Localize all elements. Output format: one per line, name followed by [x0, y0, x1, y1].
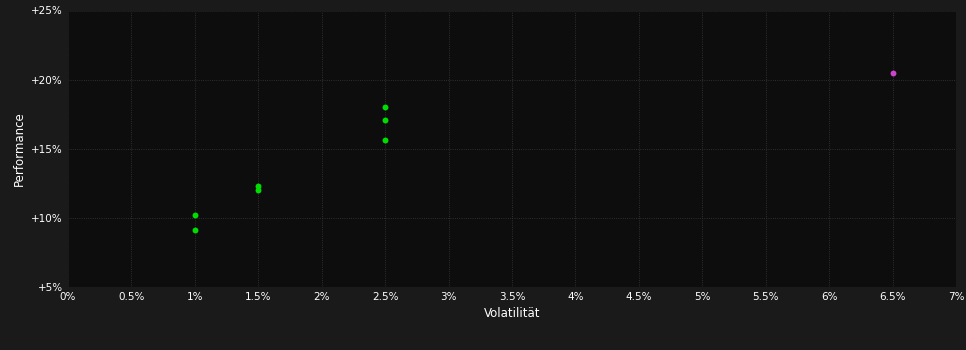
Point [378, 138, 393, 143]
Point [186, 212, 202, 218]
Point [250, 188, 266, 193]
Point [885, 70, 900, 76]
Point [378, 117, 393, 122]
X-axis label: Volatilität: Volatilität [484, 307, 540, 320]
Point [186, 228, 202, 233]
Point [378, 104, 393, 110]
Point [250, 183, 266, 189]
Y-axis label: Performance: Performance [13, 111, 25, 186]
